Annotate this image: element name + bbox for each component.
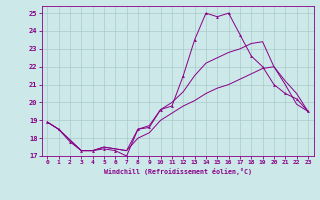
X-axis label: Windchill (Refroidissement éolien,°C): Windchill (Refroidissement éolien,°C): [104, 168, 252, 175]
